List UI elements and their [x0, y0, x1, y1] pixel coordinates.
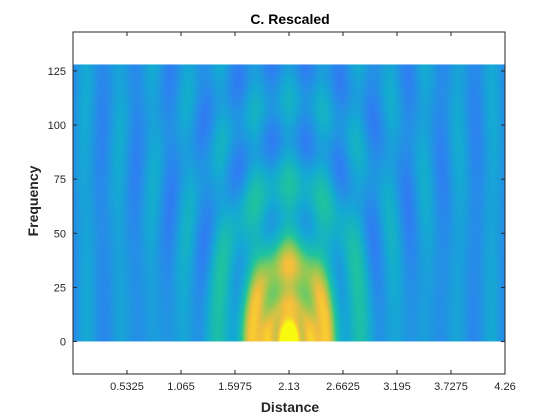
- x-tick-label: 1.5975: [218, 381, 252, 393]
- y-tick-label: 50: [54, 228, 66, 240]
- chart-title: C. Rescaled: [250, 11, 329, 27]
- x-axis-ticks: 0.5325 1.065 1.5975 2.13 2.6625 3.195 3.7275 4.…: [110, 32, 516, 393]
- y-tick-label: 125: [48, 66, 66, 78]
- x-tick-label: 3.195: [383, 381, 411, 393]
- x-tick-label: 1.065: [167, 381, 195, 393]
- x-axis-label: Distance: [261, 399, 320, 415]
- heatmap-image: [73, 64, 505, 342]
- y-axis-label: Frequency: [25, 165, 41, 236]
- y-tick-label: 100: [48, 120, 66, 132]
- plot-area: [72, 31, 506, 375]
- x-tick-label: 3.7275: [434, 381, 468, 393]
- x-tick-label: 2.13: [278, 381, 299, 393]
- y-tick-label: 75: [54, 174, 66, 186]
- y-tick-label: 0: [60, 337, 66, 349]
- x-tick-label: 4.26: [494, 381, 515, 393]
- heatmap-raster: [73, 64, 505, 342]
- x-tick-label: 0.5325: [110, 381, 144, 393]
- y-axis-ticks: 0 25 50 75 100 125: [48, 66, 505, 349]
- x-tick-label: 2.6625: [326, 381, 360, 393]
- y-tick-label: 25: [54, 282, 66, 294]
